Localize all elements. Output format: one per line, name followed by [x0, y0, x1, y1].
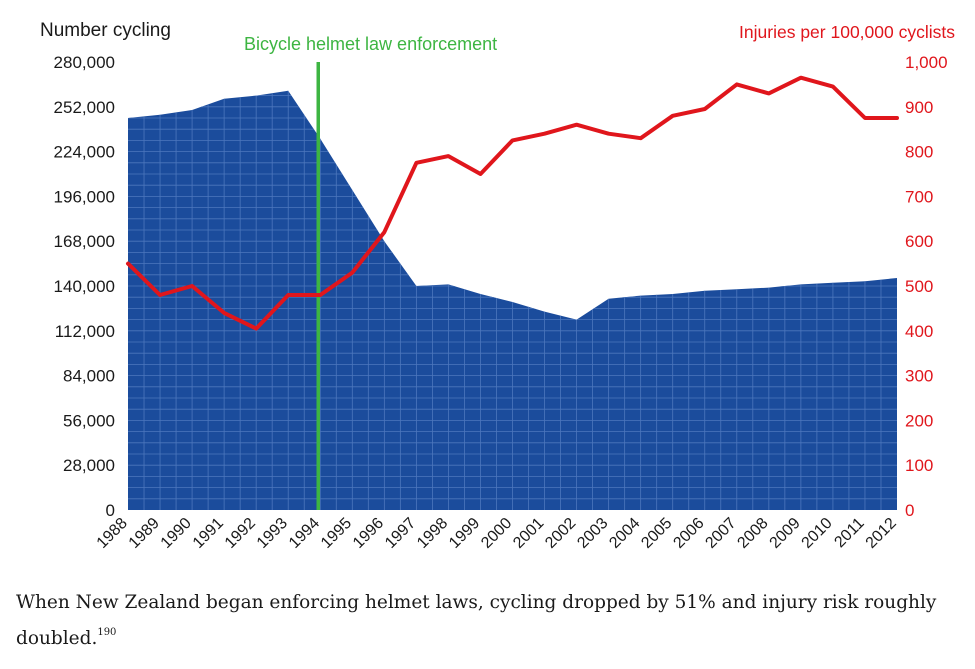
right-axis-title: Injuries per 100,000 cyclists	[739, 22, 955, 42]
x-axis-tick-label: 1997	[382, 515, 419, 552]
right-axis-tick-label: 700	[905, 187, 933, 206]
x-axis-tick-label: 1989	[126, 515, 163, 552]
figure-caption: When New Zealand began enforcing helmet …	[16, 585, 956, 657]
x-axis-tick-label: 1998	[414, 515, 451, 552]
cycling-injury-chart: 0 28,000 56,000 84,000 112,000 140,000 168,000…	[40, 20, 955, 552]
x-axis-tick-label: 2004	[606, 515, 643, 552]
x-axis-tick-label: 2007	[702, 515, 739, 552]
x-axis-tick-label: 1991	[190, 515, 227, 552]
caption-text: When New Zealand began enforcing helmet …	[16, 592, 937, 649]
x-axis-tick-label: 2008	[734, 515, 771, 552]
helmet-law-label: Bicycle helmet law enforcement	[244, 34, 497, 54]
x-axis-tick-label: 1995	[318, 515, 355, 552]
x-axis-tick-label: 2001	[510, 515, 547, 552]
right-axis-tick-label: 200	[905, 411, 933, 430]
right-axis-tick-label: 500	[905, 277, 933, 296]
left-axis-tick-label: 140,000	[54, 277, 115, 296]
left-axis-tick-label: 56,000	[63, 411, 115, 430]
x-axis-tick-label: 1996	[350, 515, 387, 552]
right-axis-tick-label: 1,000	[905, 53, 948, 72]
x-axis-tick-label: 1988	[94, 515, 131, 552]
right-axis-tick-label: 800	[905, 143, 933, 162]
x-axis-tick-label: 2000	[478, 515, 515, 552]
left-axis-tick-label: 252,000	[54, 98, 115, 117]
right-axis-tick-label: 900	[905, 98, 933, 117]
right-axis-tick-label: 300	[905, 367, 933, 386]
x-axis-tick-label: 1992	[222, 515, 259, 552]
right-axis-tick-label: 0	[905, 501, 914, 520]
right-axis-tick-label: 100	[905, 456, 933, 475]
left-axis-tick-label: 28,000	[63, 456, 115, 475]
x-axis-tick-label: 2005	[638, 515, 675, 552]
x-axis-tick-label: 2003	[574, 515, 611, 552]
left-axis-tick-label: 84,000	[63, 367, 115, 386]
x-axis-tick-label: 2012	[863, 515, 900, 552]
x-axis-tick-label: 1994	[286, 515, 323, 552]
x-axis-tick-label: 1990	[158, 515, 195, 552]
x-axis-tick-label: 2011	[831, 515, 867, 551]
x-axis-tick-label: 2010	[799, 515, 836, 552]
left-axis-tick-label: 0	[106, 501, 115, 520]
injury-line-layer	[126, 75, 899, 331]
left-axis-tick-label: 196,000	[54, 187, 115, 206]
vertical-grid-layer	[128, 90, 897, 510]
x-axis-tick-label: 1993	[254, 515, 291, 552]
x-axis-tick-label: 2002	[542, 515, 579, 552]
x-axis-tick-label: 2009	[767, 515, 804, 552]
caption-reference: 190	[97, 627, 117, 638]
left-axis-title: Number cycling	[40, 20, 171, 41]
right-axis-tick-label: 400	[905, 322, 933, 341]
x-axis-tick-label: 1999	[446, 515, 483, 552]
left-axis-tick-label: 224,000	[54, 143, 115, 162]
x-axis-tick-label: 2006	[670, 515, 707, 552]
right-axis-tick-label: 600	[905, 232, 933, 251]
left-axis-tick-label: 112,000	[55, 322, 115, 341]
left-axis-tick-label: 168,000	[54, 232, 115, 251]
left-axis-tick-label: 280,000	[54, 53, 115, 72]
